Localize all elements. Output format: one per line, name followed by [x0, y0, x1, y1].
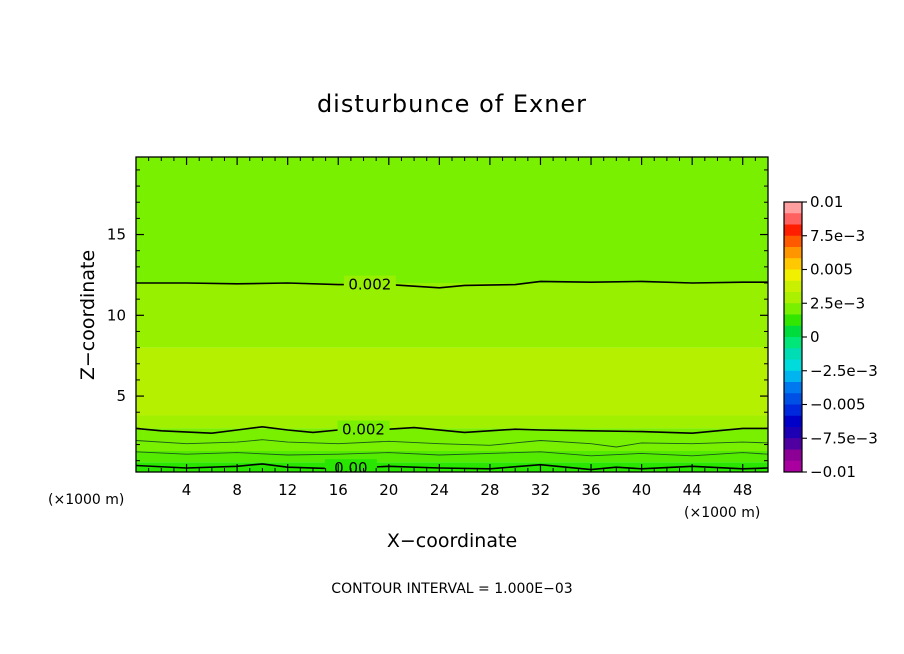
contour-line-3: [136, 451, 768, 457]
contour-line-2: [136, 439, 768, 448]
colorbar-swatch-4: [784, 247, 802, 259]
shaded-bands: [136, 157, 768, 472]
colorbar-swatch-13: [784, 348, 802, 360]
colorbar-swatch-8: [784, 292, 802, 304]
colorbar-swatch-18: [784, 404, 802, 417]
colorbar-swatch-9: [784, 303, 802, 315]
colorbar-label-2: 0.005: [810, 261, 853, 279]
colorbar-swatch-3: [784, 235, 802, 248]
x-tick-label-7: 32: [531, 481, 550, 499]
contour-label-4: 0.00: [334, 459, 367, 477]
x-tick-label-9: 40: [632, 481, 651, 499]
contour-line-1: [136, 425, 768, 435]
contour-label-0: 0.002: [348, 276, 391, 294]
shade-band-5: [136, 451, 768, 463]
colorbar-swatch-19: [784, 415, 802, 428]
y-tick-label-1: 10: [107, 306, 126, 324]
colorbar-swatch-22: [784, 449, 802, 462]
shade-band-3: [136, 415, 768, 429]
colorbar-swatch-7: [784, 280, 802, 293]
colorbar-swatch-15: [784, 370, 802, 383]
colorbar-swatch-14: [784, 359, 802, 372]
colorbar-label-3: 2.5e−3: [810, 294, 865, 312]
colorbar-label-6: −0.005: [810, 396, 866, 414]
colorbar: 0.01 7.5e−3 0.005 2.5e−3 0 −2.5e−3 −0.005 −7.5e…: [783, 193, 878, 481]
chart-title: disturbunce of Exner: [317, 90, 587, 118]
colorbar-label-1: 7.5e−3: [810, 227, 865, 245]
y-tick-label-0: 5: [116, 387, 126, 405]
plot-area: 0.002 0.002 0.00: [135, 156, 769, 477]
contour-line-0: [136, 280, 768, 289]
x-tick-label-2: 12: [278, 481, 297, 499]
x-tick-label-0: 4: [182, 481, 192, 499]
shade-band-1: [136, 283, 768, 348]
contour-label-bg-0: [343, 275, 396, 294]
y-tick-label-2: 15: [107, 226, 126, 244]
y-axis-label: Z−coordinate: [77, 250, 99, 380]
shade-band-6: [136, 462, 768, 472]
contour-label-bg-1: [337, 420, 390, 439]
x-tick-label-3: 16: [329, 481, 348, 499]
colorbar-swatch-23: [784, 460, 802, 473]
colorbar-label-5: −2.5e−3: [810, 362, 878, 380]
colorbar-label-8: −0.01: [810, 463, 856, 481]
colorbar-swatch-10: [784, 314, 802, 327]
x-axis-label: X−coordinate: [387, 530, 517, 552]
colorbar-label-4: 0: [810, 328, 820, 346]
colorbar-swatch-2: [784, 224, 802, 237]
colorbar-swatch-17: [784, 393, 802, 405]
colorbar-label-7: −7.5e−3: [810, 429, 878, 447]
colorbar-swatch-6: [784, 269, 802, 282]
x-tick-label-5: 24: [430, 481, 449, 499]
colorbar-swatch-21: [784, 438, 802, 450]
y-ticks: 5 10 15: [107, 169, 768, 462]
colorbar-label-0: 0.01: [810, 193, 843, 211]
x-unit-left: (×1000 m): [48, 492, 124, 508]
colorbar-swatch-0: [784, 202, 802, 214]
colorbar-swatch-11: [784, 325, 802, 338]
x-tick-label-1: 8: [232, 481, 242, 499]
x-ticks: 4 8 12 16 20 24 28 32 36 40 44 48: [148, 157, 769, 499]
colorbar-swatch-5: [784, 258, 802, 270]
shade-band-0: [136, 157, 768, 283]
contour-interval-footer: CONTOUR INTERVAL = 1.000E−03: [331, 581, 572, 597]
colorbar-swatch-12: [784, 337, 802, 349]
colorbar-swatch-16: [784, 382, 802, 394]
x-tick-label-4: 20: [379, 481, 398, 499]
x-tick-label-6: 28: [480, 481, 499, 499]
shade-band-2: [136, 347, 768, 416]
colorbar-swatch-20: [784, 427, 802, 439]
x-tick-label-11: 48: [733, 481, 752, 499]
colorbar-swatch-1: [784, 213, 802, 225]
x-unit-right: (×1000 m): [684, 505, 760, 521]
x-tick-label-8: 36: [581, 481, 600, 499]
contour-label-1: 0.002: [342, 421, 385, 439]
shade-band-4: [136, 428, 768, 451]
x-tick-label-10: 44: [683, 481, 702, 499]
